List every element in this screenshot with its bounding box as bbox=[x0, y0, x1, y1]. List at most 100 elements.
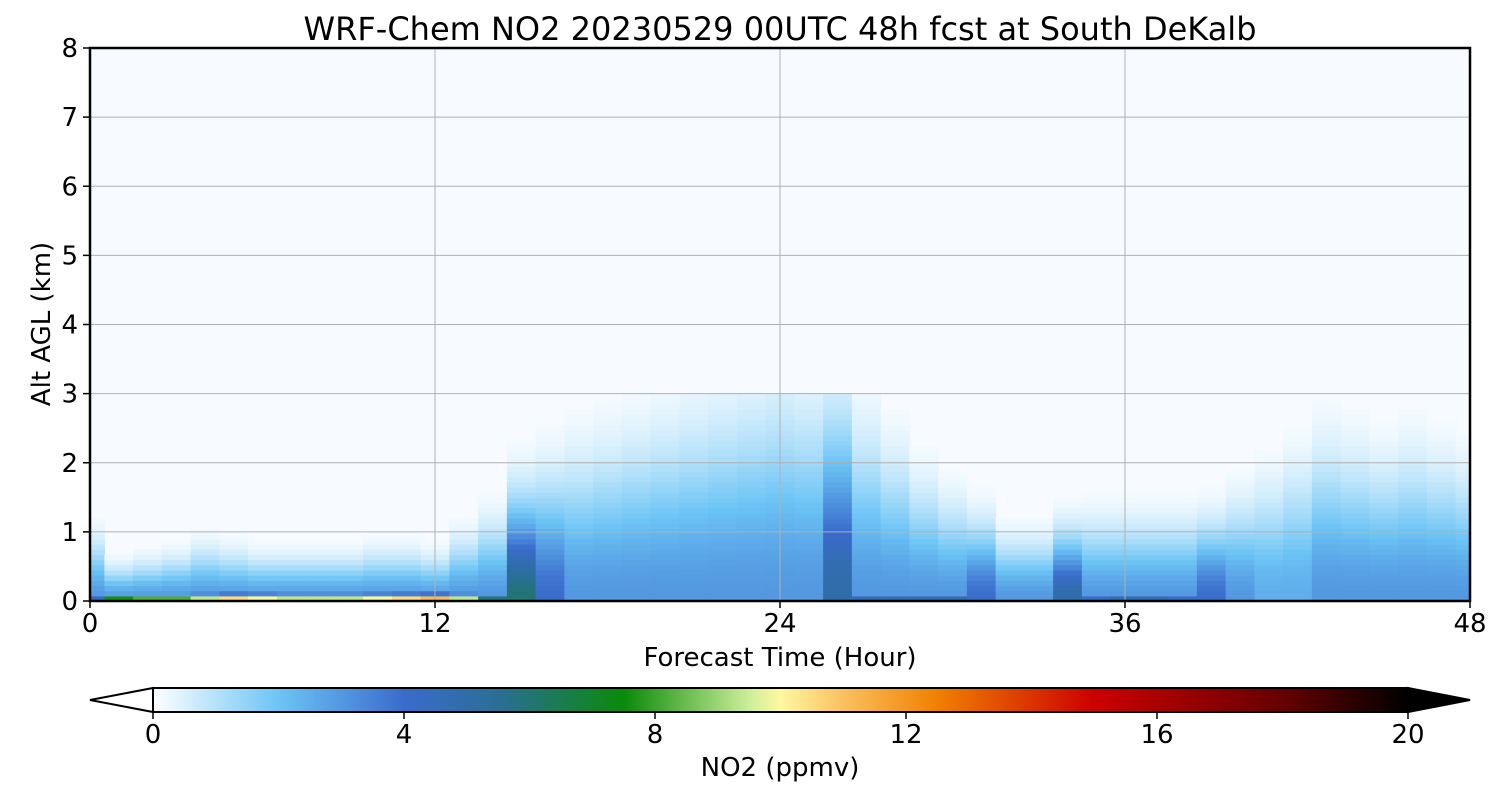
field-cell bbox=[1426, 424, 1457, 431]
field-cell bbox=[650, 393, 680, 400]
field-cell bbox=[1254, 502, 1284, 509]
field-cell bbox=[1196, 492, 1227, 498]
field-cell bbox=[1283, 440, 1313, 447]
field-cell bbox=[478, 569, 508, 576]
field-cell bbox=[161, 590, 192, 597]
field-cell bbox=[880, 492, 910, 498]
field-cell bbox=[1340, 502, 1370, 509]
field-cell bbox=[1311, 440, 1342, 447]
field-cell bbox=[248, 569, 278, 576]
field-cell bbox=[794, 476, 824, 483]
field-cell bbox=[1455, 440, 1470, 447]
field-cell bbox=[506, 559, 537, 566]
field-cell bbox=[1426, 486, 1457, 493]
field-cell bbox=[449, 564, 479, 571]
field-cell bbox=[1398, 518, 1428, 524]
field-cell bbox=[1196, 543, 1227, 550]
field-cell bbox=[1168, 554, 1198, 561]
field-cell bbox=[219, 554, 249, 561]
field-cell bbox=[823, 440, 853, 447]
field-cell bbox=[1254, 564, 1284, 571]
field-cell bbox=[938, 507, 968, 514]
field-cell bbox=[1254, 549, 1284, 555]
field-cell bbox=[823, 492, 853, 498]
field-cell bbox=[1455, 512, 1470, 519]
field-cell bbox=[679, 481, 709, 488]
field-cell bbox=[190, 564, 220, 571]
field-cell bbox=[823, 564, 853, 571]
field-cell bbox=[1139, 554, 1169, 561]
field-cell bbox=[161, 575, 192, 581]
field-cell bbox=[90, 533, 105, 540]
field-cell bbox=[995, 569, 1025, 576]
field-cell bbox=[478, 595, 508, 601]
field-cell bbox=[190, 575, 220, 581]
field-cell bbox=[1311, 455, 1342, 462]
field-cell bbox=[564, 409, 594, 415]
field-cell bbox=[995, 528, 1025, 535]
field-cell bbox=[621, 549, 652, 555]
field-cell bbox=[823, 543, 853, 550]
field-cell bbox=[966, 590, 997, 597]
field-cell bbox=[1369, 455, 1399, 462]
field-cell bbox=[1225, 481, 1255, 488]
field-cell bbox=[363, 549, 393, 555]
field-cell bbox=[190, 543, 220, 550]
field-cell bbox=[708, 559, 738, 566]
field-cell bbox=[1340, 523, 1370, 530]
field-cell bbox=[535, 523, 565, 530]
field-cell bbox=[506, 590, 537, 597]
field-cell bbox=[823, 466, 853, 472]
field-cell bbox=[161, 543, 192, 550]
field-cell bbox=[1254, 450, 1284, 457]
field-cell bbox=[794, 512, 824, 519]
field-cell bbox=[564, 554, 594, 561]
field-cell bbox=[823, 445, 853, 452]
field-cell bbox=[564, 533, 594, 540]
field-cell bbox=[1455, 435, 1470, 441]
field-cell bbox=[1196, 538, 1227, 545]
field-cell bbox=[506, 502, 537, 509]
field-cell bbox=[1455, 543, 1470, 550]
field-cell bbox=[1024, 549, 1054, 555]
field-cell bbox=[1196, 564, 1227, 571]
field-cell bbox=[823, 424, 853, 431]
no2-concentration-field bbox=[90, 393, 1470, 601]
field-cell bbox=[535, 580, 565, 587]
field-cell bbox=[391, 538, 422, 545]
field-cell bbox=[650, 507, 680, 514]
field-cell bbox=[305, 554, 335, 561]
field-cell bbox=[1426, 543, 1457, 550]
field-cell bbox=[966, 543, 997, 550]
field-cell bbox=[1455, 523, 1470, 530]
field-cell bbox=[880, 543, 910, 550]
field-cell bbox=[478, 580, 508, 587]
field-cell bbox=[1283, 575, 1313, 581]
field-cell bbox=[1081, 580, 1112, 587]
field-cell bbox=[1024, 523, 1054, 530]
field-cell bbox=[966, 585, 997, 592]
field-cell bbox=[1398, 461, 1428, 467]
field-cell bbox=[1283, 564, 1313, 571]
field-cell bbox=[1225, 554, 1255, 561]
field-cell bbox=[564, 528, 594, 535]
field-cell bbox=[1311, 450, 1342, 457]
field-cell bbox=[794, 595, 824, 601]
field-cell bbox=[1053, 585, 1083, 592]
field-cell bbox=[1340, 461, 1370, 467]
field-cell bbox=[1283, 450, 1313, 457]
field-cell bbox=[506, 564, 537, 571]
field-cell bbox=[391, 575, 422, 581]
field-cell bbox=[1311, 429, 1342, 436]
field-cell bbox=[391, 549, 422, 555]
field-cell bbox=[1426, 590, 1457, 597]
field-cell bbox=[478, 554, 508, 561]
field-cell bbox=[679, 564, 709, 571]
field-cell bbox=[650, 564, 680, 571]
field-cell bbox=[1139, 549, 1169, 555]
field-cell bbox=[1254, 461, 1284, 467]
field-cell bbox=[190, 590, 220, 597]
field-cell bbox=[736, 398, 767, 405]
field-cell bbox=[1225, 492, 1255, 498]
